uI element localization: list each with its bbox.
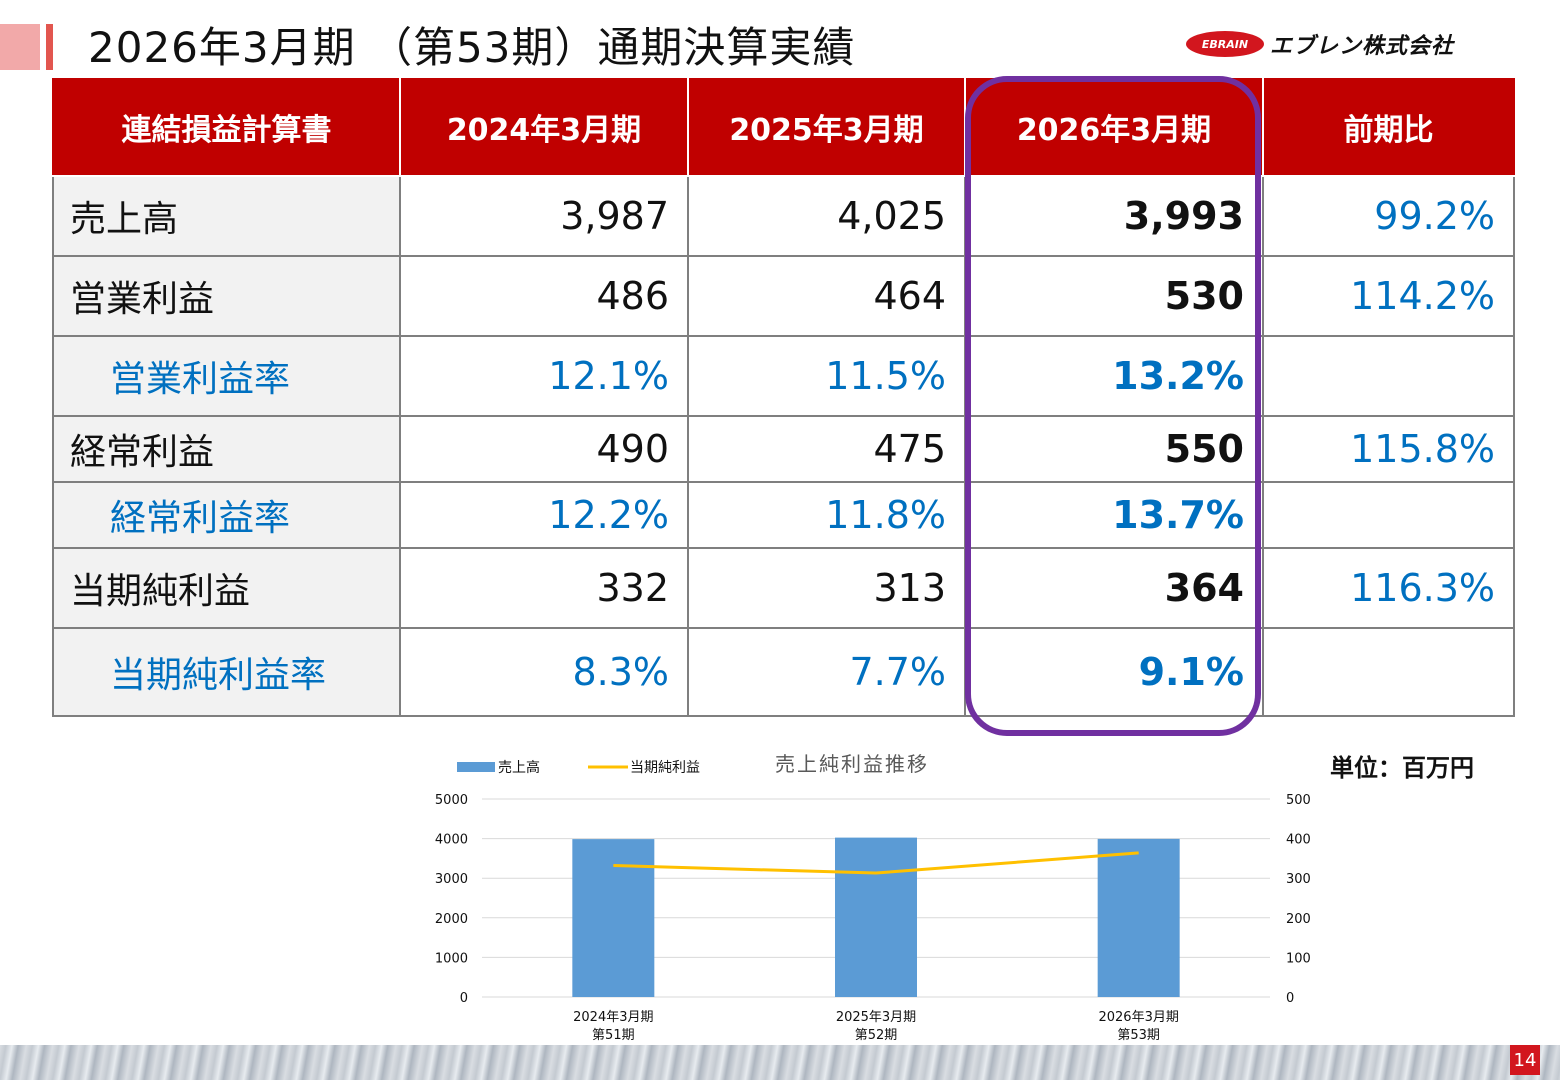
logo-company-name: エブレン株式会社 — [1270, 34, 1455, 59]
header-cell: 2025年3月期 — [687, 78, 966, 177]
table-header-row: 連結損益計算書 2024年3月期 2025年3月期 2026年3月期 前期比 — [52, 78, 1515, 177]
y-tick-left: 4000 — [435, 833, 468, 848]
value-2025: 313 — [687, 547, 966, 629]
y-tick-right: 400 — [1286, 833, 1311, 848]
row-label: 経常利益率 — [52, 481, 401, 549]
value-2026: 13.7% — [964, 481, 1264, 549]
value-2024: 486 — [399, 255, 689, 337]
bar-sales — [1097, 838, 1180, 997]
yoy-ratio — [1262, 481, 1515, 549]
table-row: 当期純利益 332 313 364 116.3% — [52, 547, 1515, 629]
yoy-ratio: 116.3% — [1262, 547, 1515, 629]
value-2026: 13.2% — [964, 335, 1264, 417]
y-tick-left: 3000 — [435, 872, 468, 887]
unit-label: 単位：百万円 — [1330, 754, 1474, 782]
yoy-ratio: 115.8% — [1262, 415, 1515, 483]
value-2025: 4,025 — [687, 175, 966, 257]
value-2024: 12.1% — [399, 335, 689, 417]
y-tick-right: 500 — [1286, 793, 1311, 808]
y-tick-right: 100 — [1286, 951, 1311, 966]
legend-label-sales: 売上高 — [498, 759, 540, 776]
bar-sales — [835, 837, 917, 997]
company-logo: EBRAIN エブレン株式会社 — [1186, 26, 1454, 62]
table-row: 経常利益 490 475 550 115.8% — [52, 415, 1515, 483]
table-row: 経常利益率 12.2% 11.8% 13.7% — [52, 481, 1515, 549]
yoy-ratio: 114.2% — [1262, 255, 1515, 337]
x-tick-label: 2024年3月期 — [573, 1010, 653, 1025]
legend-swatch-sales — [457, 762, 495, 772]
value-2025: 11.8% — [687, 481, 966, 549]
yoy-ratio — [1262, 335, 1515, 417]
value-2025: 464 — [687, 255, 966, 337]
header-cell: 2026年3月期 — [964, 78, 1264, 177]
value-2024: 490 — [399, 415, 689, 483]
row-label: 売上高 — [52, 175, 401, 257]
row-label: 当期純利益 — [52, 547, 401, 629]
footer-decoration — [0, 1045, 1560, 1080]
value-2026: 3,993 — [964, 175, 1264, 257]
title-accent-stripe — [46, 24, 53, 70]
header-cell: 2024年3月期 — [399, 78, 689, 177]
y-tick-left: 1000 — [435, 951, 468, 966]
x-tick-sublabel: 第52期 — [855, 1028, 898, 1043]
table-row: 営業利益率 12.1% 11.5% 13.2% — [52, 335, 1515, 417]
table-row: 当期純利益率 8.3% 7.7% 9.1% — [52, 627, 1515, 717]
value-2026: 530 — [964, 255, 1264, 337]
value-2026: 550 — [964, 415, 1264, 483]
x-tick-sublabel: 第51期 — [592, 1028, 635, 1043]
page-number: 14 — [1510, 1045, 1540, 1075]
table-row: 営業利益 486 464 530 114.2% — [52, 255, 1515, 337]
value-2026: 9.1% — [964, 627, 1264, 717]
y-tick-left: 5000 — [435, 793, 468, 808]
y-tick-right: 200 — [1286, 912, 1311, 927]
x-tick-label: 2025年3月期 — [836, 1010, 916, 1025]
value-2025: 475 — [687, 415, 966, 483]
header-cell: 連結損益計算書 — [52, 78, 401, 177]
y-tick-left: 0 — [460, 991, 468, 1006]
bar-sales — [572, 839, 655, 997]
x-tick-label: 2026年3月期 — [1098, 1010, 1178, 1025]
value-2024: 8.3% — [399, 627, 689, 717]
income-statement-table: 連結損益計算書 2024年3月期 2025年3月期 2026年3月期 前期比 売… — [52, 78, 1515, 717]
legend-label-net-income: 当期純利益 — [630, 760, 700, 776]
row-label: 営業利益 — [52, 255, 401, 337]
logo-mark: EBRAIN — [1186, 31, 1264, 57]
y-tick-right: 300 — [1286, 872, 1311, 887]
value-2024: 332 — [399, 547, 689, 629]
row-label: 経常利益 — [52, 415, 401, 483]
value-2024: 12.2% — [399, 481, 689, 549]
page-title: 2026年3月期 （第53期）通期決算実績 — [88, 23, 856, 72]
row-label: 営業利益率 — [52, 335, 401, 417]
value-2026: 364 — [964, 547, 1264, 629]
value-2025: 7.7% — [687, 627, 966, 717]
y-tick-left: 2000 — [435, 912, 468, 927]
title-accent-block — [0, 24, 40, 70]
value-2025: 11.5% — [687, 335, 966, 417]
x-tick-sublabel: 第53期 — [1117, 1028, 1160, 1043]
table-row: 売上高 3,987 4,025 3,993 99.2% — [52, 175, 1515, 257]
yoy-ratio — [1262, 627, 1515, 717]
header-cell: 前期比 — [1262, 78, 1515, 177]
row-label: 当期純利益率 — [52, 627, 401, 717]
sales-profit-chart: 0 1000 2000 3000 4000 5000 0 100 200 300 400 500 202… — [435, 752, 1311, 1043]
y-tick-right: 0 — [1286, 991, 1294, 1006]
value-2024: 3,987 — [399, 175, 689, 257]
yoy-ratio: 99.2% — [1262, 175, 1515, 257]
chart-title: 売上純利益推移 — [775, 752, 929, 776]
